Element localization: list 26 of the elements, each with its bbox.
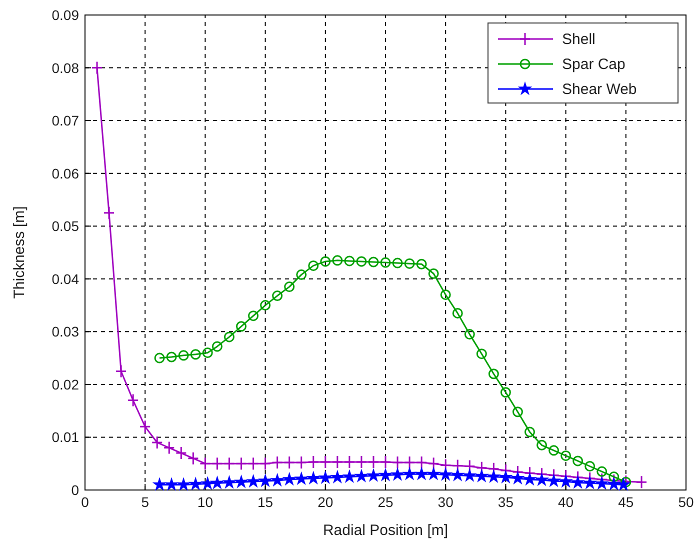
y-tick-label: 0.02 — [52, 376, 80, 392]
x-tick-label: 15 — [258, 494, 274, 510]
x-axis-title: Radial Position [m] — [322, 522, 448, 539]
y-tick-label: 0.06 — [52, 165, 80, 182]
x-tick-label: 0 — [81, 494, 90, 510]
y-axis-title: Thickness [m] — [11, 206, 28, 299]
y-tick-label: 0.08 — [52, 60, 80, 76]
x-tick-label: 50 — [678, 494, 694, 510]
y-tick-label: 0.04 — [52, 270, 80, 287]
legend-label: Spar Cap — [562, 56, 626, 73]
legend-label: Shell — [562, 31, 596, 48]
x-tick-label: 25 — [378, 494, 394, 510]
legend-label: Shear Web — [562, 81, 637, 98]
y-tick-label: 0.09 — [52, 7, 80, 23]
x-tick-label: 20 — [318, 494, 334, 510]
y-tick-label: 0.03 — [52, 324, 80, 340]
y-tick-label: 0 — [71, 482, 80, 498]
x-tick-label: 5 — [141, 494, 150, 510]
y-tick-label: 0.07 — [52, 112, 80, 129]
x-tick-label: 30 — [438, 494, 454, 510]
x-tick-label: 40 — [558, 494, 574, 510]
x-tick-label: 35 — [498, 494, 514, 510]
x-tick-label: 10 — [197, 494, 214, 510]
y-tick-label: 0.01 — [52, 429, 80, 446]
x-tick-label: 45 — [618, 494, 634, 510]
y-tick-label: 0.05 — [52, 218, 80, 234]
